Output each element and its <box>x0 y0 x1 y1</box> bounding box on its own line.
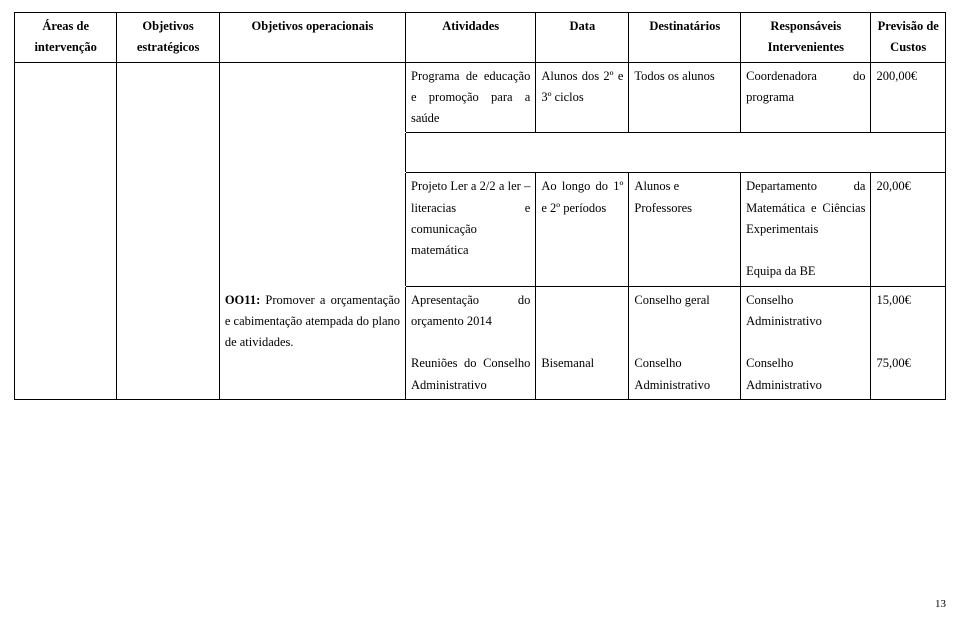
cell-obj-oper-1 <box>219 62 405 133</box>
cell-dest-3: Conselho geral Conselho Administrativo <box>629 286 741 399</box>
cell-resp-3: Conselho Administrativo Conselho Adminis… <box>741 286 871 399</box>
cell-custo-3: 15,00€ 75,00€ <box>871 286 946 399</box>
custo-3b: 75,00€ <box>876 356 910 370</box>
cell-areas <box>15 62 117 399</box>
resp-2-line2: Equipa da BE <box>746 264 815 278</box>
table-row: Programa de educação e promoção para a s… <box>15 62 946 133</box>
cell-resp-2: Departamento da Matemática e Ciências Ex… <box>741 173 871 286</box>
cell-data-3: Bisemanal <box>536 286 629 399</box>
page-number: 13 <box>935 598 946 610</box>
col-obj-estr: Objetivos estratégicos <box>117 13 219 63</box>
cell-obj-estr <box>117 62 219 399</box>
cell-atividades-2: Projeto Ler a 2/2 a ler – literacias e c… <box>406 173 536 286</box>
ativ-3a: Apresentação do orçamento 2014 <box>411 293 530 328</box>
resp-2-line1: Departamento da Matemática e Ciências Ex… <box>746 179 865 236</box>
col-destinatarios: Destinatários <box>629 13 741 63</box>
resp-3a: Conselho Administrativo <box>746 293 822 328</box>
col-areas: Áreas de intervenção <box>15 13 117 63</box>
cell-obj-oper-2 <box>219 173 405 286</box>
custo-3a: 15,00€ <box>876 293 910 307</box>
col-previsao: Previsão de Custos <box>871 13 946 63</box>
col-data: Data <box>536 13 629 63</box>
cell-atividades-1: Programa de educação e promoção para a s… <box>406 62 536 133</box>
dest-3a: Conselho geral <box>634 293 709 307</box>
plan-table: Áreas de intervenção Objetivos estratégi… <box>14 12 946 400</box>
oo11-bold: OO11: <box>225 293 260 307</box>
ativ-3b: Reuniões do Conselho Administrativo <box>411 356 530 391</box>
cell-custo-2: 20,00€ <box>871 173 946 286</box>
cell-data-2: Ao longo do 1º e 2º períodos <box>536 173 629 286</box>
spacer-cells <box>406 133 946 173</box>
header-row: Áreas de intervenção Objetivos estratégi… <box>15 13 946 63</box>
cell-dest-1: Todos os alunos <box>629 62 741 133</box>
col-responsaveis: Responsáveis Intervenientes <box>741 13 871 63</box>
cell-atividades-3: Apresentação do orçamento 2014 Reuniões … <box>406 286 536 399</box>
col-obj-oper: Objetivos operacionais <box>219 13 405 63</box>
resp-3b: Conselho Administrativo <box>746 356 822 391</box>
dest-3b: Conselho Administrativo <box>634 356 710 391</box>
cell-obj-oper-3: OO11: Promover a orçamentação e cabiment… <box>219 286 405 399</box>
cell-dest-2: Alunos e Professores <box>629 173 741 286</box>
data-3b: Bisemanal <box>541 356 594 370</box>
cell-data-1: Alunos dos 2º e 3º ciclos <box>536 62 629 133</box>
cell-resp-1: Coordenadora do programa <box>741 62 871 133</box>
spacer-oper <box>219 133 405 173</box>
cell-custo-1: 200,00€ <box>871 62 946 133</box>
col-atividades: Atividades <box>406 13 536 63</box>
